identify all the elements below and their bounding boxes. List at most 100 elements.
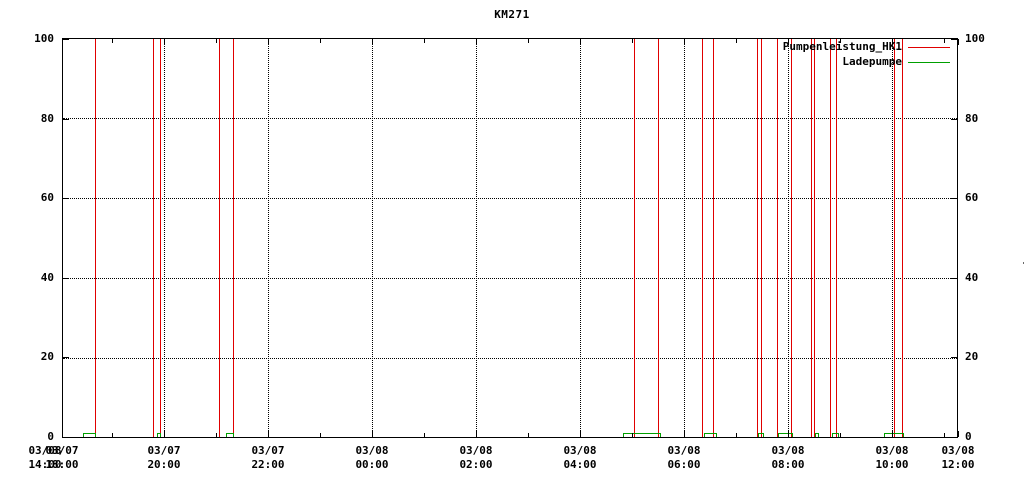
x-axis-tick xyxy=(632,39,633,43)
x-tick-date: 03/08 xyxy=(771,444,805,457)
series-plateau-ladepumpe xyxy=(157,433,160,435)
y2-axis-tick-label: 40 xyxy=(965,270,979,284)
series-plateau-ladepumpe xyxy=(758,433,763,435)
x-axis-tick xyxy=(424,39,425,43)
series-pulse-pumpenleistung xyxy=(233,39,234,437)
grid-line-horizontal xyxy=(63,198,957,199)
x-tick-time: 04:00 xyxy=(563,458,597,471)
series-plateau-edge-ladepumpe xyxy=(903,433,904,437)
series-plateau-edge-ladepumpe xyxy=(704,433,705,437)
legend-color-swatch xyxy=(908,47,950,48)
x-tick-date: 03/08 xyxy=(941,444,975,457)
y-axis-tick xyxy=(951,39,957,40)
series-plateau-edge-ladepumpe xyxy=(660,433,661,437)
x-tick-date: 03/08 xyxy=(875,444,909,457)
x-axis-tick-label: 03/07 20:00 xyxy=(119,444,209,472)
grid-line-horizontal xyxy=(63,278,957,279)
legend-label: Pumpenleistung_HK1 xyxy=(782,40,902,53)
y-axis-tick-label: 80 xyxy=(40,111,54,125)
x-axis-tick xyxy=(372,431,373,437)
x-tick-date: 03/08 xyxy=(667,444,701,457)
grid-line-vertical xyxy=(788,39,789,437)
y2-axis-tick-label: 80 xyxy=(965,111,979,125)
grid-line-horizontal xyxy=(63,118,957,119)
y2-axis-tick-label: 60 xyxy=(965,191,979,205)
series-plateau-ladepumpe xyxy=(226,433,233,435)
x-axis-tick xyxy=(62,431,63,437)
x-axis-tick xyxy=(788,431,789,437)
x-axis-tick xyxy=(840,433,841,437)
y-axis-tick xyxy=(63,39,69,40)
x-axis-tick xyxy=(684,431,685,437)
series-plateau-edge-ladepumpe xyxy=(83,433,84,437)
x-axis-tick xyxy=(268,431,269,437)
y-axis-tick xyxy=(63,118,69,120)
x-axis-tick xyxy=(528,39,529,43)
series-pulse-pumpenleistung xyxy=(702,39,703,437)
x-axis-tick-label: 03/08 12:00 xyxy=(913,444,1003,472)
x-axis-tick xyxy=(216,433,217,437)
x-axis-tick xyxy=(580,431,581,437)
grid-line-vertical xyxy=(372,39,373,437)
x-axis-tick xyxy=(476,431,477,437)
series-plateau-edge-ladepumpe xyxy=(157,433,158,437)
x-axis-tick xyxy=(840,39,841,43)
x-tick-date: 03/08 xyxy=(355,444,389,457)
x-tick-time: 10:00 xyxy=(875,458,909,471)
grid-line-vertical xyxy=(268,39,269,437)
x-axis-tick-label: 03/07 18:00 xyxy=(17,444,107,472)
series-pulse-pumpenleistung xyxy=(894,39,895,437)
y-axis-tick xyxy=(63,357,69,359)
series-plateau-ladepumpe xyxy=(884,433,903,435)
x-tick-time: 14:00 xyxy=(28,458,62,471)
series-plateau-edge-ladepumpe xyxy=(792,433,793,437)
series-pulse-pumpenleistung xyxy=(634,39,635,437)
x-axis-tick xyxy=(216,39,217,43)
series-plateau-edge-ladepumpe xyxy=(226,433,227,437)
x-tick-date: 03/08 xyxy=(459,444,493,457)
x-axis-tick xyxy=(736,433,737,437)
x-axis-tick xyxy=(320,433,321,437)
x-axis-tick xyxy=(944,433,945,437)
x-axis-tick xyxy=(424,433,425,437)
y-axis-tick xyxy=(63,277,69,279)
y2-axis-tick-label: 100 xyxy=(965,32,985,45)
x-axis-tick-label: 03/08 14:00 xyxy=(0,444,90,472)
series-plateau-edge-ladepumpe xyxy=(763,433,764,437)
x-tick-date: 03/07 xyxy=(45,444,79,457)
chart-legend: Pumpenleistung_HK1 Ladepumpe xyxy=(760,38,956,70)
series-pulse-pumpenleistung xyxy=(757,39,758,437)
y2-axis-tick-label: 20 xyxy=(965,350,979,364)
x-tick-time: 18:00 xyxy=(45,458,79,471)
x-axis-tick xyxy=(788,39,789,45)
y-axis-tick xyxy=(951,437,957,438)
series-pulse-pumpenleistung xyxy=(658,39,659,437)
x-tick-date: 03/08 xyxy=(28,444,62,457)
legend-entry-ladepumpe: Ladepumpe xyxy=(760,55,956,69)
legend-color-swatch xyxy=(908,62,950,63)
x-axis-tick xyxy=(684,39,685,45)
x-axis-tick-label: 03/08 00:00 xyxy=(327,444,417,472)
x-axis-tick xyxy=(62,39,63,45)
y-axis-tick-label: 0 xyxy=(47,430,54,443)
y-axis-tick xyxy=(951,357,957,359)
series-plateau-edge-ladepumpe xyxy=(832,433,833,437)
x-tick-time: 00:00 xyxy=(355,458,389,471)
x-axis-tick xyxy=(892,431,893,437)
series-plateau-ladepumpe xyxy=(704,433,716,435)
series-plateau-edge-ladepumpe xyxy=(884,433,885,437)
x-axis-tick-label: 03/08 06:00 xyxy=(639,444,729,472)
x-axis-tick xyxy=(892,39,893,45)
series-pulse-pumpenleistung xyxy=(811,39,812,437)
x-axis-tick xyxy=(268,39,269,45)
x-tick-date: 03/08 xyxy=(563,444,597,457)
x-axis-tick xyxy=(320,39,321,43)
x-tick-time: 22:00 xyxy=(251,458,285,471)
y-axis-tick-label: 40 xyxy=(40,270,54,284)
series-plateau-ladepumpe xyxy=(832,433,838,435)
x-axis-tick xyxy=(528,433,529,437)
x-axis-tick xyxy=(580,39,581,45)
series-pulse-pumpenleistung xyxy=(160,39,161,437)
grid-line-vertical xyxy=(892,39,893,437)
x-axis-tick xyxy=(944,39,945,43)
